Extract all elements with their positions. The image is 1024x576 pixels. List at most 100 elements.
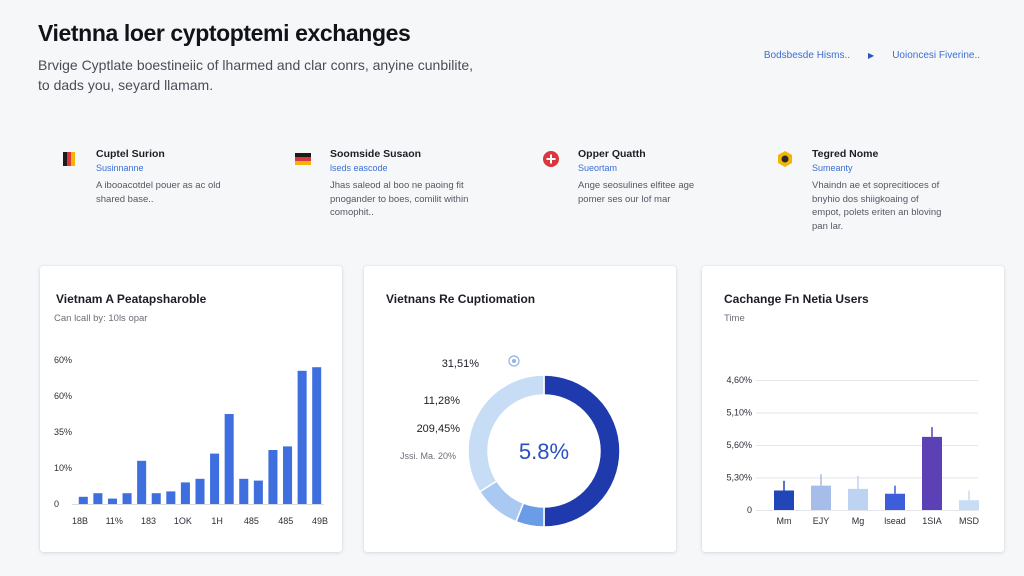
- feature-tag: Sumeanty: [812, 163, 853, 173]
- bar: [195, 478, 205, 504]
- feature-desc-line: bnyhio dos shiigkoaing of: [812, 193, 919, 205]
- y-tick-label: 0: [54, 499, 59, 509]
- feature-desc: Vhaindn ae et soprecitioces of bnyhio do…: [812, 179, 966, 233]
- bar-chart: 0 10% 35% 60% 60% 18B 11% 183 1OK 1H 485 485 49B: [54, 355, 328, 526]
- flag-icon: [63, 152, 75, 166]
- badge-icon: [778, 151, 792, 167]
- slice-label: Jssi. Ma. 20%: [400, 451, 456, 461]
- flag-icon: [295, 153, 311, 165]
- play-icon: ▶: [868, 51, 875, 60]
- y-tick-label: 5,30%: [726, 473, 752, 483]
- bar: [93, 493, 103, 504]
- x-tick-label: lsead: [884, 516, 906, 526]
- donut-chart: 5.8% 31,51% 11,28% 209,45% Jssi. Ma. 20%: [400, 355, 621, 528]
- bar: [122, 493, 132, 504]
- features-row: Cuptel Surion Susinnanne A ibooacotdel p…: [60, 148, 980, 244]
- feature-desc-line: Jhas saleod al boo ne paoing fit: [330, 180, 464, 191]
- bar: [811, 485, 831, 510]
- feature-tag: Sueortam: [578, 163, 618, 173]
- bar: [151, 493, 161, 504]
- feature-title: Opper Quatth: [578, 148, 646, 160]
- x-tick-label: Mg: [852, 516, 865, 526]
- card-title: Vietnans Re Cuptiomation: [386, 292, 536, 306]
- x-tick-label: Mm: [777, 516, 792, 526]
- feature-desc-line: pnogander to boes, comilit within: [330, 193, 469, 205]
- feature-desc-line: Ange seosulines elfitee age: [578, 180, 695, 191]
- bar: [210, 453, 220, 504]
- y-tick-label: 5,60%: [726, 440, 752, 450]
- x-tick-label: 485: [244, 516, 259, 526]
- feature-item: Soomside Susaon lseds eascode Jhas saleo…: [294, 148, 484, 220]
- feature-desc-line: pan lar.: [812, 220, 844, 232]
- x-tick-label: 1SIA: [922, 516, 942, 526]
- feature-title: Cuptel Surion: [96, 148, 165, 160]
- feature-item: Cuptel Surion Susinnanne A ibooacotdel p…: [60, 148, 250, 206]
- bar-chart: 0 5,30% 5,60% 5,10% 4,60% Mm EJY Mg lsead 1SIA MSD: [726, 375, 980, 526]
- feature-item: Tegred Nome Sumeanty Vhaindn ae et sopre…: [776, 148, 966, 233]
- bubble-icon: [508, 355, 520, 367]
- chart-card-1: Vietnam A Peatapsharoble Can lcall by: 1…: [40, 266, 342, 552]
- bar: [312, 367, 322, 504]
- feature-item: Opper Quatth Sueortam Ange seosulines el…: [542, 148, 732, 206]
- top-links: Bodsbesde Hisms.. ▶ Uoioncesi Fiverine..: [764, 50, 980, 61]
- feature-title: Tegred Nome: [812, 148, 879, 160]
- feature-desc-line: empot, polets eriten an bloving: [812, 207, 942, 218]
- y-tick-label: 60%: [54, 355, 72, 365]
- x-tick-label: 1H: [211, 516, 223, 526]
- slice-label: 209,45%: [417, 423, 461, 435]
- feature-tag: lseds eascode: [330, 163, 388, 173]
- y-tick-label: 4,60%: [726, 375, 752, 385]
- x-tick-label: 1OK: [174, 516, 192, 526]
- bar: [137, 460, 147, 504]
- bar: [107, 498, 117, 504]
- x-tick-label: EJY: [813, 516, 830, 526]
- subtitle-line-1: Brvige Cyptlate boestineiic of lharmed a…: [38, 57, 474, 73]
- x-tick-label: 485: [278, 516, 293, 526]
- feature-desc-line: Vhaindn ae et soprecitioces of: [812, 180, 940, 191]
- donut-center-value: 5.8%: [519, 439, 569, 464]
- bar: [922, 436, 942, 510]
- bubble-icon-dot: [512, 359, 516, 363]
- y-tick-label: 0: [747, 505, 752, 515]
- slice-label: 11,28%: [424, 395, 461, 407]
- x-tick-label: 18B: [72, 516, 88, 526]
- feature-desc: Ange seosulines elfitee age pomer ses ou…: [578, 179, 732, 206]
- card-title: Vietnam A Peatapsharoble: [56, 292, 207, 306]
- y-tick-label: 60%: [54, 391, 72, 401]
- y-tick-label: 35%: [54, 427, 72, 437]
- card-title: Cachange Fn Netia Users: [724, 292, 869, 306]
- feature-desc-line: pomer ses our lof mar: [578, 193, 671, 205]
- slice-label: 31,51%: [442, 358, 480, 370]
- feature-tag: Susinnanne: [96, 163, 144, 173]
- chart-card-2: Vietnans Re Cuptiomation 5.8% 31,51% 11,28…: [364, 266, 676, 552]
- x-tick-label: MSD: [959, 516, 980, 526]
- page-title: Vietnna loer cyptoptemi exchanges: [38, 20, 411, 46]
- chart-card-3: Cachange Fn Netia Users Time 0 5,30% 5,60%…: [702, 266, 1004, 552]
- subtitle-line-2: to dads you, seyard llamam.: [38, 77, 214, 93]
- donut-slice: [467, 374, 545, 493]
- card-subtitle: Time: [724, 313, 745, 324]
- page-subtitle: Brvige Cyptlate boestineiic of lharmed a…: [38, 55, 598, 95]
- plus-circle-icon: [543, 151, 559, 167]
- x-tick-label: 11%: [106, 516, 123, 526]
- x-tick-label: 183: [141, 516, 156, 526]
- bar: [297, 370, 307, 504]
- bar: [180, 482, 190, 504]
- bar: [283, 446, 293, 504]
- top-link-1[interactable]: Bodsbesde Hisms..: [763, 50, 851, 61]
- card-subtitle: Can lcall by: 10ls opar: [54, 313, 148, 324]
- bar: [224, 414, 234, 504]
- feature-desc-line: shared base..: [96, 193, 154, 205]
- bar: [253, 480, 263, 504]
- feature-desc: A ibooacotdel pouer as ac old shared bas…: [96, 179, 250, 206]
- top-link-2[interactable]: Uoioncesi Fiverine..: [892, 50, 980, 61]
- feature-desc-line: A ibooacotdel pouer as ac old: [96, 180, 221, 191]
- feature-title: Soomside Susaon: [330, 148, 422, 160]
- page-header: Vietnna loer cyptoptemi exchanges Brvige…: [38, 20, 598, 95]
- y-tick-label: 5,10%: [726, 408, 752, 418]
- bar: [268, 450, 278, 504]
- bar: [78, 496, 88, 504]
- bar: [774, 490, 794, 510]
- bar: [848, 488, 868, 510]
- feature-desc-line: comophit..: [330, 207, 374, 218]
